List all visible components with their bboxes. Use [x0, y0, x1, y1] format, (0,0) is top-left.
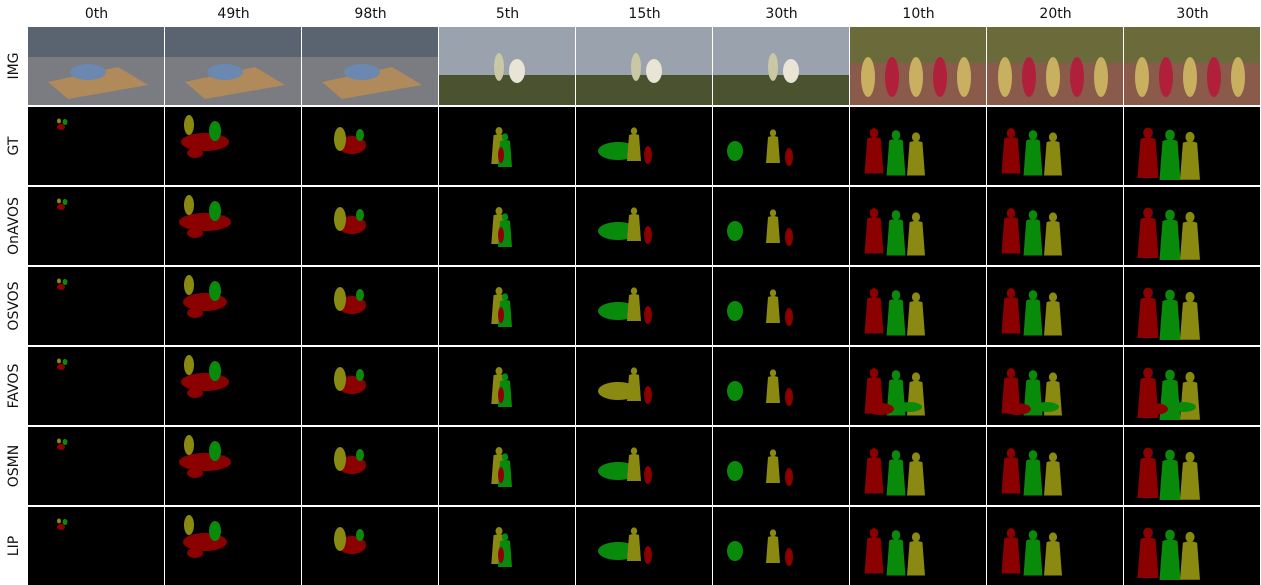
cell-gt-col-8 — [1124, 107, 1260, 185]
cell-osmn-col-1 — [165, 427, 301, 505]
cell-onavos-col-1 — [165, 187, 301, 265]
cell-img-col-1 — [165, 27, 301, 105]
row-label-lip: LIP — [6, 535, 22, 557]
cell-lip-col-5 — [713, 507, 849, 585]
cell-favos-col-3 — [439, 347, 575, 425]
cell-lip-col-4 — [576, 507, 712, 585]
cell-gt-col-1 — [165, 107, 301, 185]
cell-favos-col-1 — [165, 347, 301, 425]
column-label-6: 10th — [902, 6, 935, 22]
column-label-2: 98th — [354, 6, 387, 22]
cell-img-col-3 — [439, 27, 575, 105]
cell-lip-col-6 — [850, 507, 986, 585]
cell-favos-col-6 — [850, 347, 986, 425]
cell-osvos-col-6 — [850, 267, 986, 345]
row-label-favos: FAVOS — [6, 363, 22, 409]
cell-osvos-col-3 — [439, 267, 575, 345]
cell-gt-col-0 — [28, 107, 164, 185]
cell-onavos-col-3 — [439, 187, 575, 265]
cell-favos-col-4 — [576, 347, 712, 425]
cell-gt-col-7 — [987, 107, 1123, 185]
column-label-4: 15th — [628, 6, 661, 22]
cell-img-col-2 — [302, 27, 438, 105]
column-label-1: 49th — [217, 6, 250, 22]
cell-favos-col-8 — [1124, 347, 1260, 425]
cell-osmn-col-5 — [713, 427, 849, 505]
row-label-gt: GT — [6, 136, 22, 156]
cell-osmn-col-4 — [576, 427, 712, 505]
row-divider — [28, 345, 1261, 347]
cell-onavos-col-6 — [850, 187, 986, 265]
cell-osmn-col-7 — [987, 427, 1123, 505]
row-divider — [28, 265, 1261, 267]
cell-onavos-col-7 — [987, 187, 1123, 265]
column-label-0: 0th — [84, 6, 109, 22]
row-divider — [28, 505, 1261, 507]
row-divider — [28, 105, 1261, 107]
cell-favos-col-0 — [28, 347, 164, 425]
cell-osvos-col-0 — [28, 267, 164, 345]
cell-osvos-col-4 — [576, 267, 712, 345]
cell-gt-col-5 — [713, 107, 849, 185]
cell-osvos-col-7 — [987, 267, 1123, 345]
cell-gt-col-6 — [850, 107, 986, 185]
cell-favos-col-2 — [302, 347, 438, 425]
cell-img-col-5 — [713, 27, 849, 105]
cell-osmn-col-2 — [302, 427, 438, 505]
cell-osmn-col-8 — [1124, 427, 1260, 505]
cell-osmn-col-6 — [850, 427, 986, 505]
column-label-8: 30th — [1176, 6, 1209, 22]
cell-img-col-7 — [987, 27, 1123, 105]
column-label-5: 30th — [765, 6, 798, 22]
row-label-osvos: OSVOS — [6, 281, 22, 331]
row-label-onavos: OnAVOS — [6, 197, 22, 255]
cell-onavos-col-0 — [28, 187, 164, 265]
cell-onavos-col-2 — [302, 187, 438, 265]
cell-osmn-col-3 — [439, 427, 575, 505]
cell-lip-col-8 — [1124, 507, 1260, 585]
cell-gt-col-2 — [302, 107, 438, 185]
cell-img-col-0 — [28, 27, 164, 105]
cell-lip-col-3 — [439, 507, 575, 585]
cell-img-col-8 — [1124, 27, 1260, 105]
cell-lip-col-7 — [987, 507, 1123, 585]
cell-lip-col-2 — [302, 507, 438, 585]
cell-favos-col-5 — [713, 347, 849, 425]
row-divider — [28, 425, 1261, 427]
cell-img-col-4 — [576, 27, 712, 105]
row-label-osmn: OSMN — [6, 444, 22, 488]
cell-onavos-col-8 — [1124, 187, 1260, 265]
cell-osvos-col-2 — [302, 267, 438, 345]
cell-lip-col-1 — [165, 507, 301, 585]
cell-favos-col-7 — [987, 347, 1123, 425]
cell-img-col-6 — [850, 27, 986, 105]
cell-onavos-col-4 — [576, 187, 712, 265]
cell-osvos-col-1 — [165, 267, 301, 345]
cell-gt-col-4 — [576, 107, 712, 185]
row-divider — [28, 185, 1261, 187]
cell-osvos-col-8 — [1124, 267, 1260, 345]
cell-onavos-col-5 — [713, 187, 849, 265]
column-label-3: 5th — [495, 6, 520, 22]
cell-osvos-col-5 — [713, 267, 849, 345]
row-label-img: IMG — [6, 52, 22, 80]
cell-osmn-col-0 — [28, 427, 164, 505]
cell-lip-col-0 — [28, 507, 164, 585]
column-label-7: 20th — [1039, 6, 1072, 22]
cell-gt-col-3 — [439, 107, 575, 185]
